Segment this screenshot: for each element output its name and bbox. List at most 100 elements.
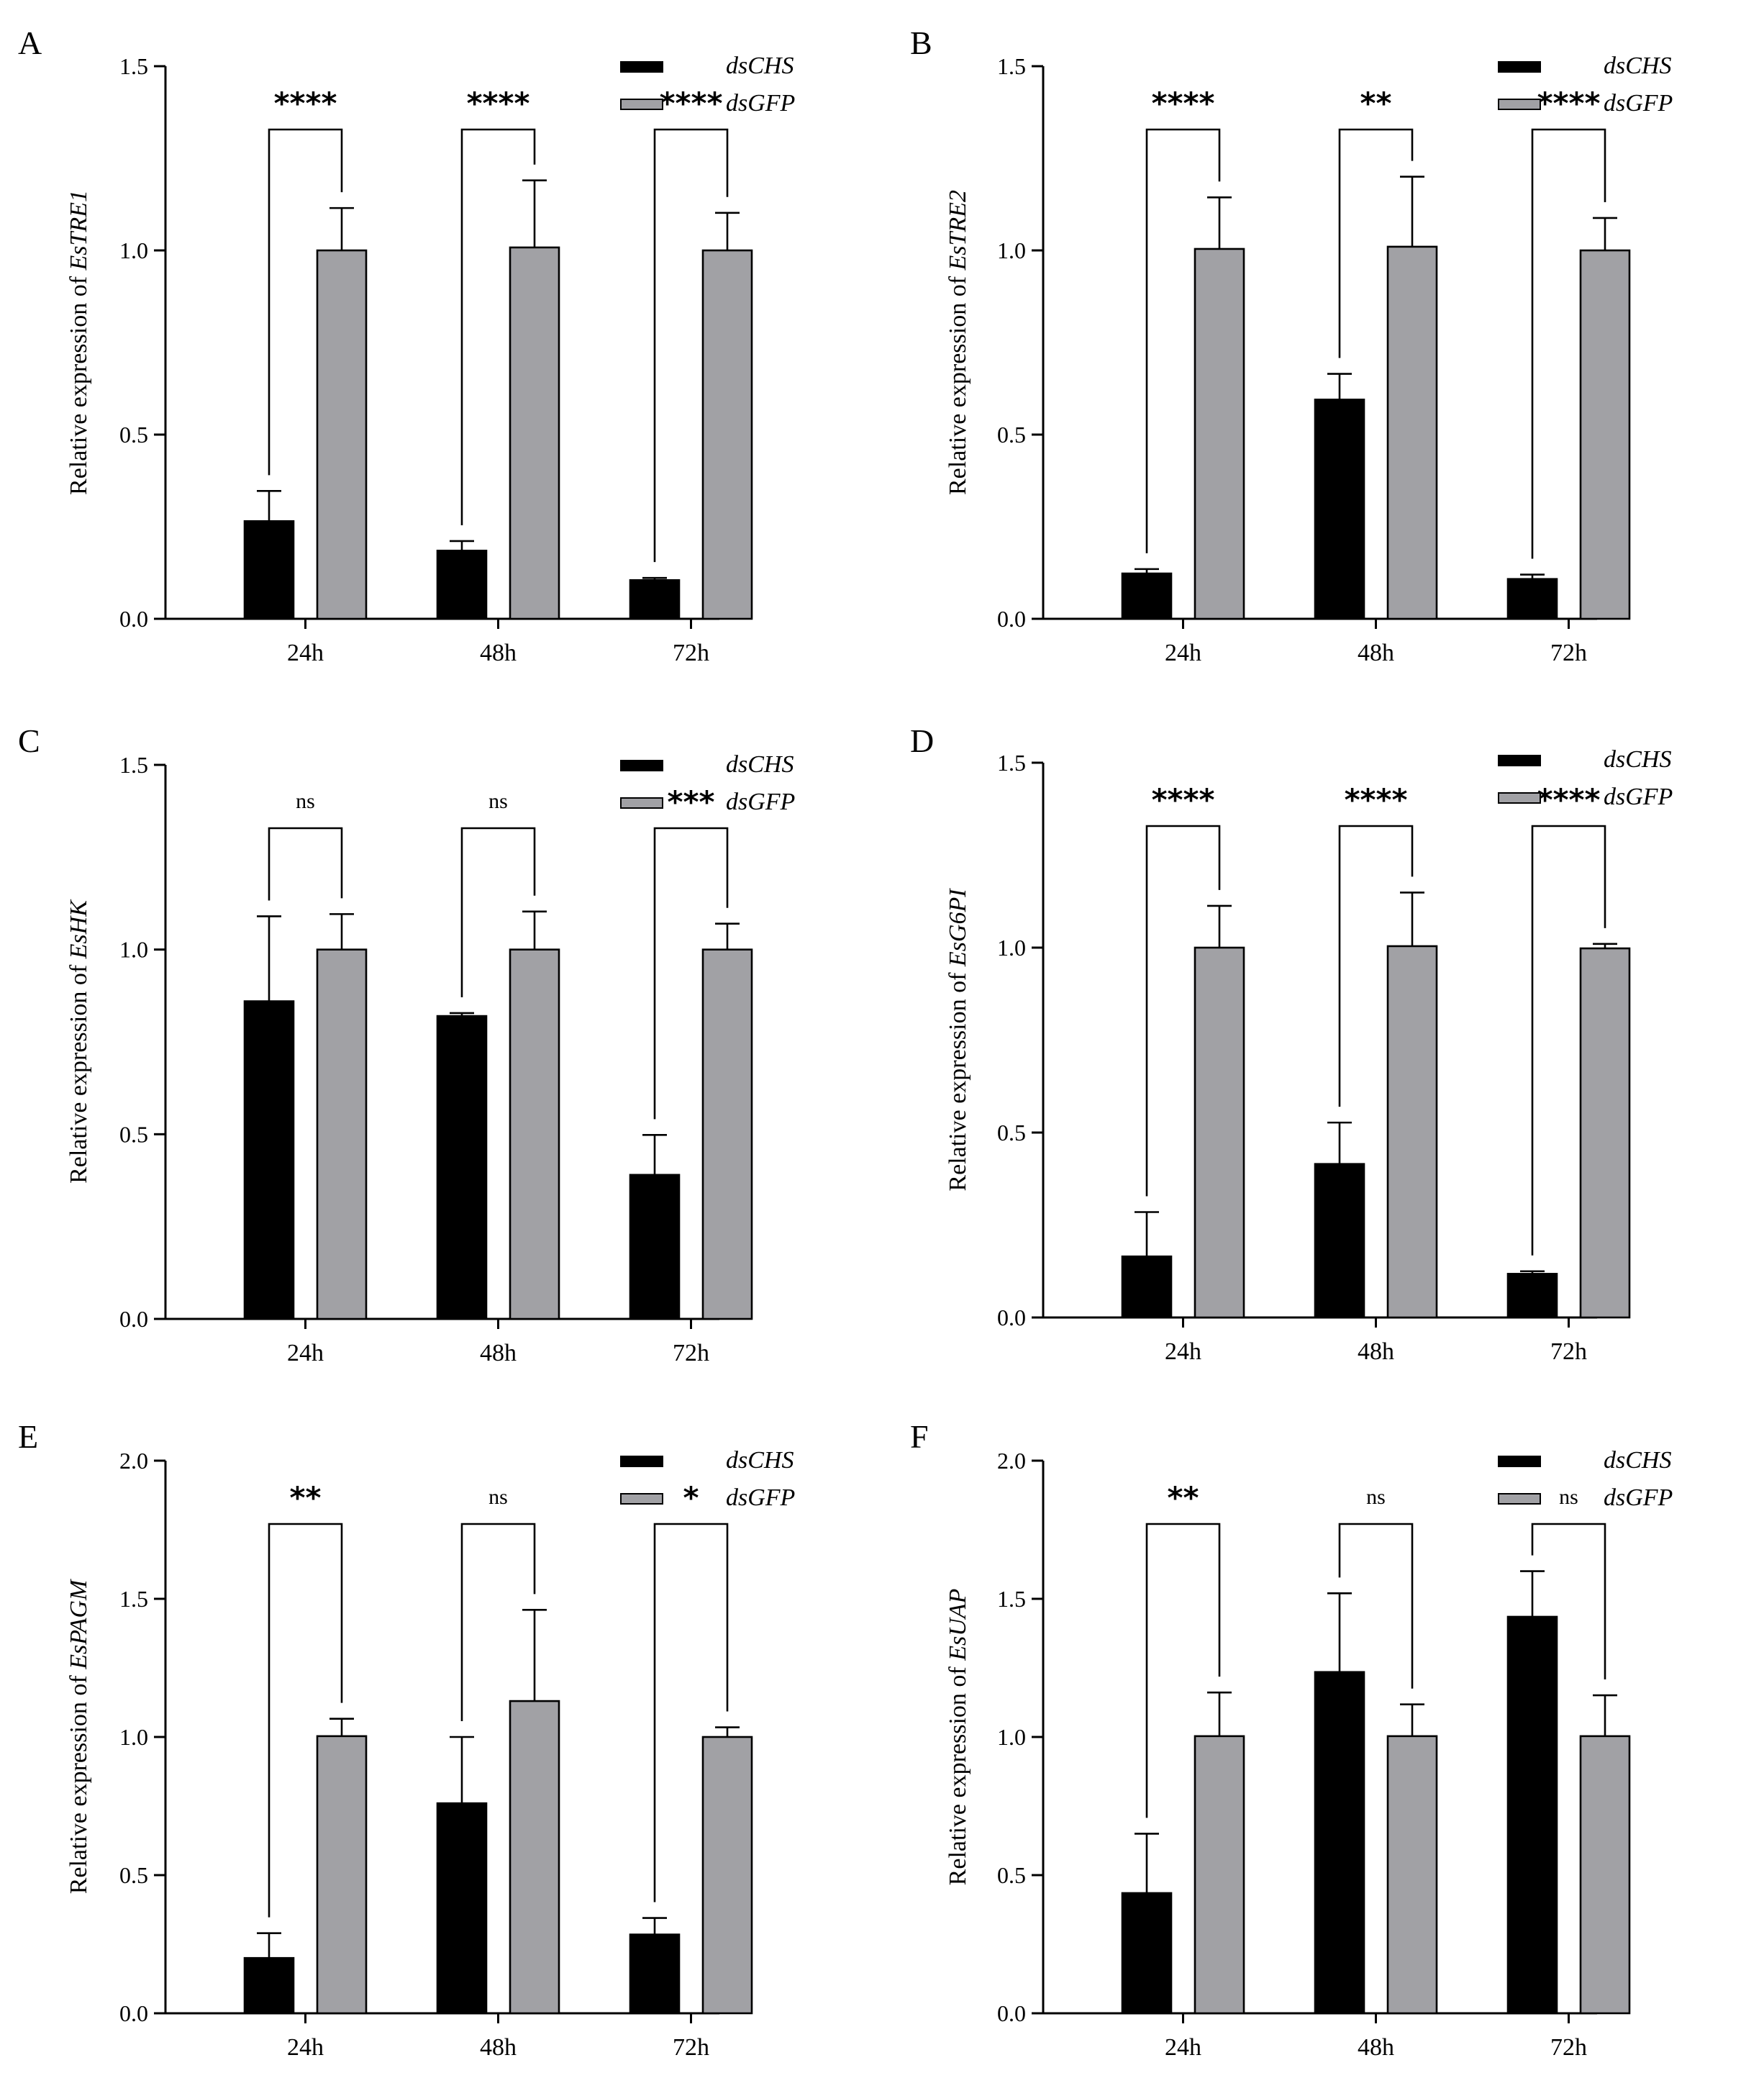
bar-dschs-72h (629, 1933, 681, 2015)
y-tick-label: 1.0 (119, 237, 148, 263)
panel-letter: D (910, 722, 934, 759)
significance-label: **** (274, 86, 337, 121)
bar-dschs-48h (1314, 399, 1365, 620)
y-tick-label: 1.0 (997, 1724, 1026, 1750)
significance-label: **** (467, 86, 530, 121)
chart-panel-f: F 0.0 0.5 1.0 1.5 2.0 Relative expression of E… (910, 1418, 1673, 2061)
legend-swatch-dsgfp (1498, 792, 1541, 804)
significance-bracket (268, 827, 343, 901)
significance-bracket (1338, 825, 1414, 1107)
significance-label: **** (1345, 782, 1408, 817)
y-axis-label: Relative expression of EsHK (65, 899, 92, 1184)
y-tick-label: 0.0 (119, 606, 148, 632)
x-tick-label: 24h (287, 1340, 324, 1366)
bar-dsgfp-48h (509, 948, 560, 1320)
legend-swatch-dsgfp (620, 1493, 663, 1505)
legend-label: dsGFP (1604, 1484, 1673, 1511)
legend-swatch-dsgfp (1498, 99, 1541, 110)
bar-dsgfp-72h (1579, 249, 1631, 620)
bar-dschs-48h (436, 1015, 488, 1320)
bar-dsgfp-24h (316, 948, 368, 1320)
bar-dsgfp-72h (1579, 1735, 1631, 2015)
bar-dsgfp-48h (509, 246, 560, 620)
significance-bracket (1531, 825, 1606, 1256)
y-tick-label: 1.5 (997, 53, 1026, 79)
significance-bracket (460, 1523, 536, 1721)
y-tick-label: 1.0 (119, 1724, 148, 1750)
significance-bracket (268, 1523, 343, 1918)
bar-dschs-24h (1121, 572, 1173, 620)
bar-dsgfp-48h (1386, 945, 1438, 1319)
significance-bracket (1145, 1523, 1221, 1818)
y-axis-label: Relative expression of EsUAP (945, 1589, 971, 1886)
bar-dschs-72h (629, 1174, 681, 1320)
significance-bracket (1145, 128, 1221, 553)
bar-dschs-24h (1121, 1892, 1173, 2015)
legend-swatch-dsgfp (1498, 1493, 1541, 1505)
legend-label: dsGFP (726, 90, 795, 117)
y-tick-label: 0.5 (119, 1121, 148, 1147)
significance-label: ns (296, 789, 315, 813)
significance-bracket (1338, 128, 1414, 358)
y-tick-label: 0.5 (119, 422, 148, 448)
y-tick-label: 1.0 (997, 935, 1026, 961)
significance-label: ns (488, 1485, 508, 1509)
y-tick-label: 1.5 (997, 750, 1026, 776)
x-tick-label: 72h (1550, 1338, 1587, 1365)
x-tick-label: 48h (1358, 640, 1394, 666)
x-tick-label: 24h (1165, 640, 1201, 666)
bar-dschs-72h (1506, 1273, 1558, 1319)
bar-dschs-24h (1121, 1255, 1173, 1319)
significance-label: **** (660, 86, 723, 121)
bar-dschs-48h (436, 1802, 488, 2015)
x-tick-label: 72h (673, 2034, 709, 2061)
x-tick-label: 48h (480, 1340, 517, 1366)
x-tick-label: 48h (1358, 2034, 1394, 2061)
y-tick-label: 2.0 (119, 1448, 148, 1474)
bar-dschs-72h (629, 579, 681, 620)
legend-swatch-dschs (1498, 61, 1541, 73)
legend-label: dsCHS (726, 53, 794, 79)
legend-swatch-dschs (620, 760, 663, 771)
bar-dsgfp-72h (701, 948, 753, 1320)
bar-dschs-48h (1314, 1671, 1365, 2015)
panel-letter: C (18, 722, 40, 759)
legend-swatch-dschs (1498, 755, 1541, 766)
y-tick-label: 0.0 (119, 2000, 148, 2026)
legend-label: dsCHS (1604, 1447, 1671, 1474)
chart-panel-c: C 0.0 0.5 1.0 1.5 Relative expression of EsHK… (18, 722, 795, 1366)
x-tick-label: 72h (673, 1340, 709, 1366)
legend-label: dsCHS (726, 751, 794, 778)
y-tick-label: 0.0 (997, 606, 1026, 632)
x-tick-label: 48h (480, 2034, 517, 2061)
y-axis-label: Relative expression of EsTRE1 (65, 190, 92, 495)
x-tick-label: 72h (673, 640, 709, 666)
y-tick-label: 1.5 (119, 1586, 148, 1612)
y-tick-label: 0.5 (119, 1862, 148, 1888)
bar-dschs-24h (243, 1000, 295, 1320)
y-tick-label: 1.5 (997, 1586, 1026, 1612)
legend-label: dsGFP (726, 1484, 795, 1511)
bar-dsgfp-72h (1579, 947, 1631, 1319)
legend-label: dsCHS (726, 1447, 794, 1474)
legend-swatch-dsgfp (620, 797, 663, 809)
significance-bracket (460, 827, 536, 997)
y-tick-label: 1.0 (997, 237, 1026, 263)
legend-swatch-dschs (620, 61, 663, 73)
significance-bracket (1531, 1523, 1606, 1680)
y-axis-label: Relative expression of EsTRE2 (945, 190, 971, 495)
bar-dsgfp-24h (316, 249, 368, 620)
significance-label: * (683, 1480, 699, 1515)
bar-dsgfp-48h (509, 1700, 560, 2015)
bar-dschs-24h (243, 1956, 295, 2015)
panel-letter: E (18, 1418, 38, 1455)
y-tick-label: 0.0 (997, 1305, 1026, 1330)
bar-dschs-48h (1314, 1163, 1365, 1319)
significance-label: ns (1559, 1485, 1578, 1509)
legend-label: dsGFP (1604, 90, 1673, 117)
bar-dschs-24h (243, 520, 295, 620)
significance-label: ** (1168, 1480, 1199, 1515)
bar-dsgfp-72h (701, 1736, 753, 2015)
significance-label: ns (1366, 1485, 1386, 1509)
legend-label: dsCHS (1604, 746, 1671, 773)
